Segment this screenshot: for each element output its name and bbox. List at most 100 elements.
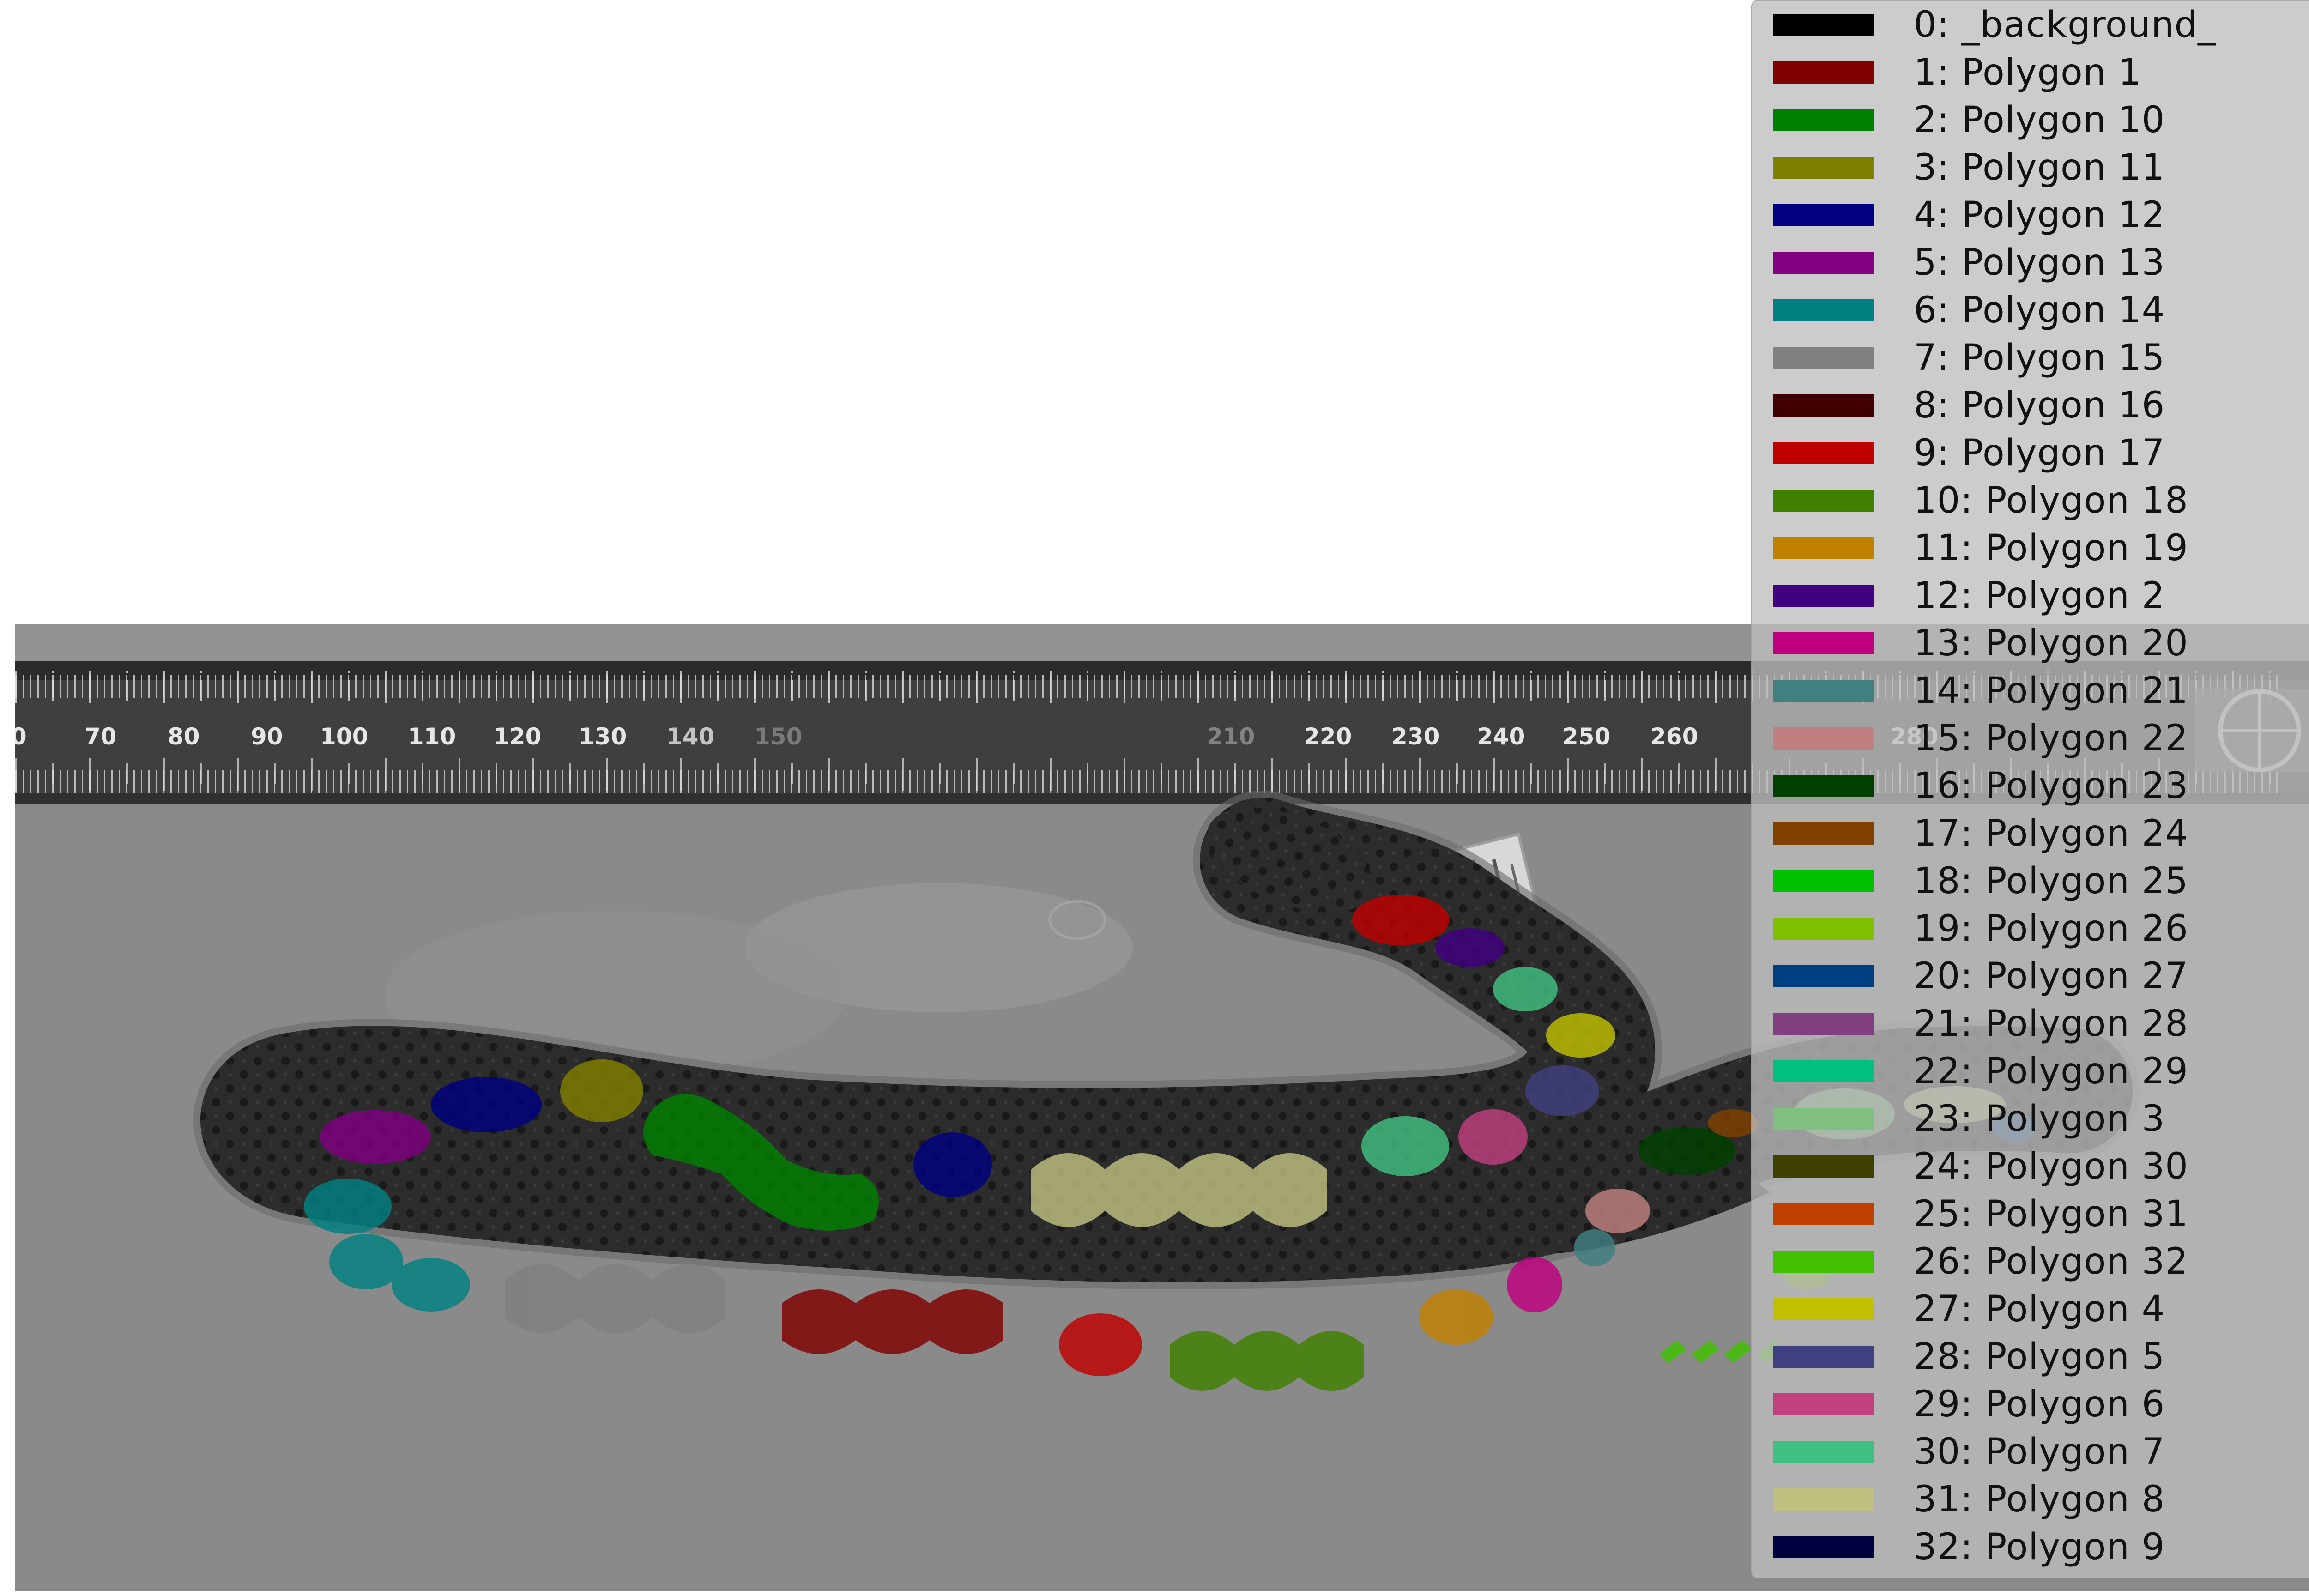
legend-swatch (1773, 347, 1874, 369)
legend-label: 13: Polygon 20 (1914, 623, 2188, 664)
legend-label: 20: Polygon 27 (1914, 955, 2188, 997)
legend-swatch (1773, 490, 1874, 512)
legend-label: 24: Polygon 30 (1914, 1146, 2188, 1187)
legend-swatch (1773, 775, 1874, 797)
legend-label: 32: Polygon 9 (1914, 1526, 2165, 1568)
legend-swatch (1773, 1155, 1874, 1178)
ruler-number: 140 (666, 723, 714, 750)
legend-label: 21: Polygon 28 (1914, 1003, 2188, 1045)
legend-label: 29: Polygon 6 (1914, 1384, 2165, 1425)
legend-swatch (1773, 14, 1874, 36)
legend-item: 1: Polygon 1 (1752, 48, 2309, 96)
legend-swatch (1773, 1298, 1874, 1320)
legend-swatch (1773, 870, 1874, 892)
legend-item: 12: Polygon 2 (1752, 572, 2309, 619)
legend-label: 15: Polygon 22 (1914, 718, 2188, 759)
legend-label: 27: Polygon 4 (1914, 1288, 2165, 1330)
ruler-number: 100 (320, 723, 368, 750)
ruler-number: 70 (85, 723, 117, 750)
legend-swatch (1773, 1536, 1874, 1558)
legend-swatch (1773, 632, 1874, 654)
legend-item: 13: Polygon 20 (1752, 619, 2309, 667)
ruler-number: 240 (1477, 723, 1525, 750)
legend-label: 28: Polygon 5 (1914, 1336, 2165, 1378)
legend-swatch (1773, 157, 1874, 179)
ruler (15, 661, 2309, 804)
legend-label: 1: Polygon 1 (1914, 52, 2142, 93)
legend-item: 29: Polygon 6 (1752, 1380, 2309, 1428)
legend-label: 2: Polygon 10 (1914, 99, 2165, 141)
legend-label: 14: Polygon 21 (1914, 670, 2188, 712)
legend-swatch (1773, 1346, 1874, 1368)
legend-swatch (1773, 252, 1874, 274)
legend-swatch (1773, 585, 1874, 607)
legend-item: 21: Polygon 28 (1752, 1000, 2309, 1047)
legend-label: 7: Polygon 15 (1914, 337, 2165, 379)
legend-item: 28: Polygon 5 (1752, 1333, 2309, 1380)
legend-label: 5: Polygon 13 (1914, 242, 2165, 284)
legend-label: 3: Polygon 11 (1914, 147, 2165, 188)
legend-swatch (1773, 442, 1874, 464)
legend-item: 31: Polygon 8 (1752, 1475, 2309, 1523)
legend-swatch (1773, 965, 1874, 987)
ruler-number: 110 (408, 723, 456, 750)
legend-item: 9: Polygon 17 (1752, 429, 2309, 477)
legend-label: 19: Polygon 26 (1914, 908, 2188, 949)
legend-item: 24: Polygon 30 (1752, 1143, 2309, 1190)
legend-label: 26: Polygon 32 (1914, 1241, 2188, 1282)
ruler-number: 260 (1650, 723, 1698, 750)
legend-item: 23: Polygon 3 (1752, 1095, 2309, 1143)
legend-item: 8: Polygon 16 (1752, 381, 2309, 429)
legend-item: 16: Polygon 23 (1752, 762, 2309, 810)
legend-label: 4: Polygon 12 (1914, 194, 2165, 236)
ruler-number: 120 (493, 723, 541, 750)
legend-item: 18: Polygon 25 (1752, 857, 2309, 905)
legend-label: 10: Polygon 18 (1914, 480, 2188, 521)
legend-item: 26: Polygon 32 (1752, 1238, 2309, 1285)
legend-item: 32: Polygon 9 (1752, 1523, 2309, 1571)
legend-swatch (1773, 1013, 1874, 1035)
legend-swatch (1773, 1441, 1874, 1463)
legend-label: 11: Polygon 19 (1914, 527, 2188, 569)
legend-swatch (1773, 1251, 1874, 1273)
legend-swatch (1773, 918, 1874, 940)
legend-label: 12: Polygon 2 (1914, 575, 2165, 617)
legend-swatch (1773, 1488, 1874, 1511)
legend-item: 10: Polygon 18 (1752, 477, 2309, 524)
legend-item: 14: Polygon 21 (1752, 667, 2309, 714)
legend-swatch (1773, 727, 1874, 750)
legend-item: 30: Polygon 7 (1752, 1428, 2309, 1475)
legend-swatch (1773, 109, 1874, 131)
ruler-number: 210 (1207, 723, 1255, 750)
legend-label: 22: Polygon 29 (1914, 1051, 2188, 1092)
legend-label: 16: Polygon 23 (1914, 765, 2188, 807)
legend-label: 8: Polygon 16 (1914, 385, 2165, 426)
legend-item: 25: Polygon 31 (1752, 1190, 2309, 1238)
ruler-number: 80 (168, 723, 200, 750)
legend-item: 5: Polygon 13 (1752, 239, 2309, 286)
legend-item: 0: _background_ (1752, 1, 2309, 48)
ruler-number: 230 (1391, 723, 1439, 750)
legend-item: 22: Polygon 29 (1752, 1047, 2309, 1095)
legend-label: 9: Polygon 17 (1914, 432, 2165, 474)
legend-item: 19: Polygon 26 (1752, 905, 2309, 952)
legend-item: 3: Polygon 11 (1752, 144, 2309, 191)
ruler-number: 150 (754, 723, 802, 750)
legend-swatch (1773, 1108, 1874, 1130)
ruler-number: 220 (1304, 723, 1352, 750)
legend-item: 2: Polygon 10 (1752, 96, 2309, 144)
legend-swatch (1773, 1203, 1874, 1225)
legend-label: 18: Polygon 25 (1914, 860, 2188, 902)
legend-label: 17: Polygon 24 (1914, 813, 2188, 854)
legend-label: 6: Polygon 14 (1914, 290, 2165, 331)
legend-swatch (1773, 61, 1874, 84)
ruler-number: 250 (1562, 723, 1610, 750)
legend-swatch (1773, 204, 1874, 226)
legend-swatch (1773, 299, 1874, 321)
legend-item: 6: Polygon 14 (1752, 286, 2309, 334)
legend-item: 27: Polygon 4 (1752, 1285, 2309, 1333)
legend-swatch (1773, 680, 1874, 702)
legend-swatch (1773, 1060, 1874, 1082)
legend-item: 11: Polygon 19 (1752, 524, 2309, 572)
ruler-labels: 0 70 80 90 100 110 120 130 140 150 210 2… (15, 723, 1938, 750)
